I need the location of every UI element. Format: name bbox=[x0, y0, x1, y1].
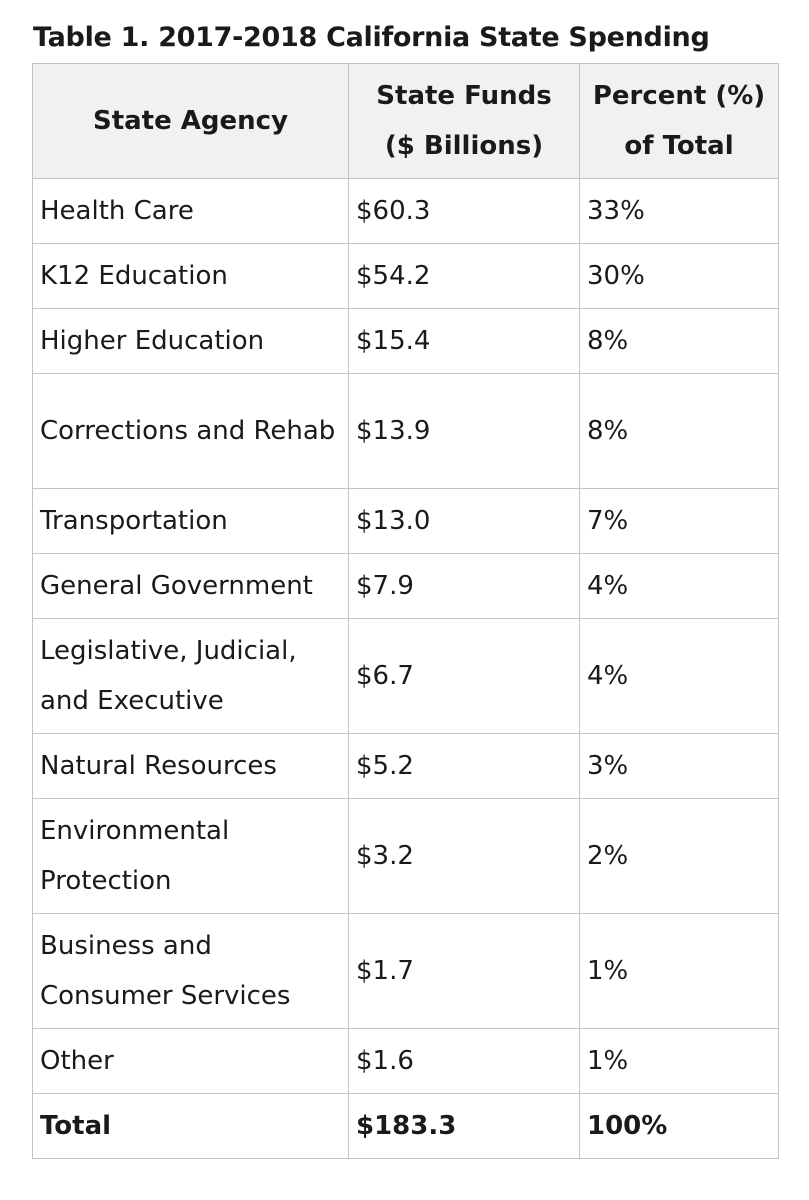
table-row: Corrections and Rehab $13.9 8% bbox=[32, 373, 779, 489]
agency-cell: K12 Education bbox=[32, 243, 349, 309]
funds-cell: $13.9 bbox=[348, 373, 580, 489]
funds-cell: $54.2 bbox=[348, 243, 580, 309]
agency-cell: Health Care bbox=[32, 178, 349, 244]
table-row: K12 Education $54.2 30% bbox=[32, 243, 779, 309]
percent-cell: 1% bbox=[579, 1028, 779, 1094]
percent-cell: 4% bbox=[579, 618, 779, 734]
funds-cell: $60.3 bbox=[348, 178, 580, 244]
percent-cell: 2% bbox=[579, 798, 779, 914]
funds-cell: $15.4 bbox=[348, 308, 580, 374]
table-row: Legislative, Judicial, and Executive $6.… bbox=[32, 618, 779, 734]
funds-cell: $1.7 bbox=[348, 913, 580, 1029]
agency-cell: Environmental Protection bbox=[32, 798, 349, 914]
agency-cell: General Government bbox=[32, 553, 349, 619]
percent-cell: 33% bbox=[579, 178, 779, 244]
agency-cell: Corrections and Rehab bbox=[32, 373, 349, 489]
total-row: Total $183.3 100% bbox=[32, 1093, 779, 1159]
spending-table: State Agency State Funds ($ Billions) Pe… bbox=[32, 63, 779, 1159]
header-funds-line1: State Funds bbox=[376, 81, 552, 111]
agency-cell: Higher Education bbox=[32, 308, 349, 374]
percent-cell: 1% bbox=[579, 913, 779, 1029]
agency-cell: Natural Resources bbox=[32, 733, 349, 799]
table-row: Higher Education $15.4 8% bbox=[32, 308, 779, 374]
funds-cell: $13.0 bbox=[348, 488, 580, 554]
table-row: Health Care $60.3 33% bbox=[32, 178, 779, 244]
funds-cell: $7.9 bbox=[348, 553, 580, 619]
percent-cell: 7% bbox=[579, 488, 779, 554]
percent-cell: 30% bbox=[579, 243, 779, 309]
header-row: State Agency State Funds ($ Billions) Pe… bbox=[32, 63, 779, 179]
header-funds-line2: ($ Billions) bbox=[384, 131, 544, 161]
funds-cell: $3.2 bbox=[348, 798, 580, 914]
table-row: Transportation $13.0 7% bbox=[32, 488, 779, 554]
total-label-cell: Total bbox=[32, 1093, 349, 1159]
table-row: Other $1.6 1% bbox=[32, 1028, 779, 1094]
header-percent: Percent (%) of Total bbox=[579, 63, 779, 179]
percent-cell: 8% bbox=[579, 373, 779, 489]
table-caption: Table 1. 2017-2018 California State Spen… bbox=[33, 22, 710, 53]
table-row: Environmental Protection $3.2 2% bbox=[32, 798, 779, 914]
header-percent-line1: Percent (%) bbox=[592, 81, 766, 111]
table-row: General Government $7.9 4% bbox=[32, 553, 779, 619]
total-funds-cell: $183.3 bbox=[348, 1093, 580, 1159]
funds-cell: $1.6 bbox=[348, 1028, 580, 1094]
header-agency-label: State Agency bbox=[92, 106, 289, 136]
header-state-agency: State Agency bbox=[32, 63, 349, 179]
table-row: Business and Consumer Services $1.7 1% bbox=[32, 913, 779, 1029]
percent-cell: 3% bbox=[579, 733, 779, 799]
agency-cell: Business and Consumer Services bbox=[32, 913, 349, 1029]
percent-cell: 4% bbox=[579, 553, 779, 619]
table-row: Natural Resources $5.2 3% bbox=[32, 733, 779, 799]
header-state-funds: State Funds ($ Billions) bbox=[348, 63, 580, 179]
percent-cell: 8% bbox=[579, 308, 779, 374]
funds-cell: $6.7 bbox=[348, 618, 580, 734]
header-percent-line2: of Total bbox=[624, 131, 734, 161]
total-percent-cell: 100% bbox=[579, 1093, 779, 1159]
agency-cell: Legislative, Judicial, and Executive bbox=[32, 618, 349, 734]
agency-cell: Other bbox=[32, 1028, 349, 1094]
agency-cell: Transportation bbox=[32, 488, 349, 554]
funds-cell: $5.2 bbox=[348, 733, 580, 799]
